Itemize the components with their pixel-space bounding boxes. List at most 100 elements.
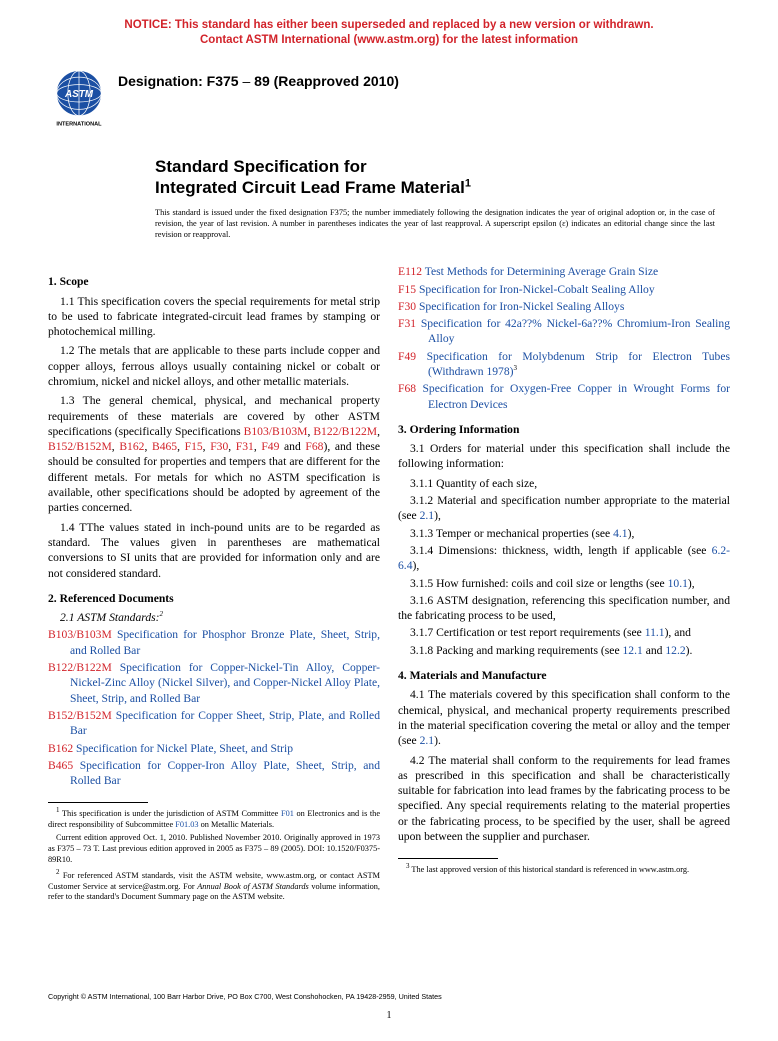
- title-sup: 1: [465, 177, 471, 189]
- para-3-1-5: 3.1.5 How furnished: coils and coil size…: [398, 576, 730, 591]
- spec-link[interactable]: F31: [236, 440, 254, 453]
- ref-code[interactable]: E112: [398, 265, 422, 278]
- para-3-1-4: 3.1.4 Dimensions: thickness, width, leng…: [398, 543, 730, 574]
- xref-link[interactable]: 2.1: [420, 734, 435, 747]
- ref-desc[interactable]: Specification for Iron-Nickel-Cobalt Sea…: [419, 283, 655, 296]
- xref-link[interactable]: 12.1: [623, 644, 643, 657]
- issuance-note: This standard is issued under the fixed …: [155, 208, 715, 240]
- spec-link[interactable]: F30: [210, 440, 228, 453]
- t: ),: [628, 527, 635, 540]
- title-line2: Integrated Circuit Lead Frame Material1: [155, 177, 715, 198]
- ref-item: B162 Specification for Nickel Plate, She…: [48, 741, 380, 756]
- spec-link[interactable]: F15: [185, 440, 203, 453]
- ref-item: F49 Specification for Molybdenum Strip f…: [398, 349, 730, 380]
- title-line1: Standard Specification for: [155, 156, 715, 177]
- footnote-2: 2 For referenced ASTM standards, visit t…: [48, 868, 380, 903]
- ref-code[interactable]: F30: [398, 300, 416, 313]
- notice-line2: Contact ASTM International (www.astm.org…: [200, 34, 578, 46]
- ref-code[interactable]: F15: [398, 283, 416, 296]
- footnote-1b: Current edition approved Oct. 1, 2010. P…: [48, 833, 380, 865]
- ref-item: E112 Test Methods for Determining Averag…: [398, 264, 730, 279]
- para-4-2: 4.2 The material shall conform to the re…: [398, 753, 730, 845]
- t: ),: [434, 509, 441, 522]
- ref-code[interactable]: B152/B152M: [48, 709, 112, 722]
- spec-link[interactable]: B465: [152, 440, 177, 453]
- ref-desc[interactable]: Specification for Copper-Nickel-Tin Allo…: [70, 661, 380, 705]
- ref-code[interactable]: B103/B103M: [48, 628, 112, 641]
- xref-link[interactable]: 12.2: [665, 644, 685, 657]
- t: 3.1.5 How furnished: coils and coil size…: [410, 577, 668, 590]
- section-2-head: 2. Referenced Documents: [48, 591, 380, 606]
- f2i: Annual Book of ASTM Standards: [197, 882, 309, 891]
- ref-desc[interactable]: Specification for Iron-Nickel Sealing Al…: [419, 300, 624, 313]
- spec-link[interactable]: B152/B152M: [48, 440, 112, 453]
- para-1-2: 1.2 The metals that are applicable to th…: [48, 343, 380, 389]
- ref-desc[interactable]: Specification for Oxygen-Free Copper in …: [422, 382, 730, 410]
- xref-link[interactable]: 2.1: [420, 509, 435, 522]
- ref-item: F68 Specification for Oxygen-Free Copper…: [398, 381, 730, 412]
- para-1-1: 1.1 This specification covers the specia…: [48, 294, 380, 340]
- header-row: ASTM INTERNATIONAL Designation: F375 – 8…: [48, 66, 778, 128]
- ref-desc[interactable]: Test Methods for Determining Average Gra…: [425, 265, 658, 278]
- spec-link[interactable]: F49: [261, 440, 279, 453]
- para-3-1-1: 3.1.1 Quantity of each size,: [398, 476, 730, 491]
- p13and: and: [279, 440, 305, 453]
- t: ),: [688, 577, 695, 590]
- subcommittee-link[interactable]: F01.03: [175, 820, 198, 829]
- para-3-1-3: 3.1.3 Temper or mechanical properties (s…: [398, 526, 730, 541]
- ref-item: F30 Specification for Iron-Nickel Sealin…: [398, 299, 730, 314]
- astm-standards-sub: 2.1 ASTM Standards:2: [48, 610, 380, 625]
- notice-line1: NOTICE: This standard has either been su…: [124, 19, 653, 31]
- para-3-1-7: 3.1.7 Certification or test report requi…: [398, 625, 730, 640]
- xref-link[interactable]: 10.1: [668, 577, 688, 590]
- ref-desc[interactable]: Specification for Copper-Iron Alloy Plat…: [70, 759, 380, 787]
- spec-link[interactable]: F68: [305, 440, 323, 453]
- t: 3.1.2 Material and specification number …: [398, 494, 730, 522]
- ref-desc-text: Specification for Molybdenum Strip for E…: [427, 350, 730, 378]
- spec-link[interactable]: B162: [119, 440, 144, 453]
- ref-item: B103/B103M Specification for Phosphor Br…: [48, 627, 380, 658]
- para-4-1: 4.1 The materials covered by this specif…: [398, 687, 730, 748]
- ref-code[interactable]: F49: [398, 350, 416, 363]
- ref-desc[interactable]: Specification for Phosphor Bronze Plate,…: [70, 628, 380, 656]
- designation: Designation: F375 – 89 (Reapproved 2010): [118, 73, 399, 89]
- para-3-1: 3.1 Orders for material under this speci…: [398, 441, 730, 472]
- ref-code[interactable]: B122/B122M: [48, 661, 112, 674]
- title-text: Integrated Circuit Lead Frame Material: [155, 178, 465, 197]
- ref-desc[interactable]: Specification for Copper Sheet, Strip, P…: [70, 709, 380, 737]
- footnote-1: 1 This specification is under the jurisd…: [48, 806, 380, 830]
- ref-item: B465 Specification for Copper-Iron Alloy…: [48, 758, 380, 789]
- t: ).: [434, 734, 441, 747]
- spec-link[interactable]: B122/B122M: [313, 425, 377, 438]
- s2-sub-italic: ASTM Standards:: [77, 611, 159, 624]
- committee-link[interactable]: F01: [281, 809, 294, 818]
- svg-text:ASTM: ASTM: [64, 89, 94, 100]
- left-column: 1. Scope 1.1 This specification covers t…: [48, 264, 380, 906]
- t: ),: [413, 559, 420, 572]
- ref-desc[interactable]: Specification for 42a??% Nickel-6a??% Ch…: [421, 317, 730, 345]
- f3: The last approved version of this histor…: [410, 865, 690, 874]
- s2-sub-num: 2.1: [60, 611, 77, 624]
- spec-link[interactable]: B103/B103M: [244, 425, 308, 438]
- title-block: Standard Specification for Integrated Ci…: [155, 156, 715, 199]
- para-3-1-6: 3.1.6 ASTM designation, referencing this…: [398, 593, 730, 624]
- ref-code[interactable]: F68: [398, 382, 416, 395]
- footnote-rule: [48, 802, 148, 803]
- t: ), and: [665, 626, 691, 639]
- footnote-3: 3 The last approved version of this hist…: [398, 862, 730, 875]
- ref-desc[interactable]: Specification for Molybdenum Strip for E…: [427, 350, 730, 378]
- xref-link[interactable]: 4.1: [613, 527, 628, 540]
- copyright-line: Copyright © ASTM International, 100 Barr…: [48, 992, 442, 1001]
- designation-suffix: 89 (Reapproved 2010): [254, 73, 399, 89]
- t: and: [643, 644, 666, 657]
- ref-desc[interactable]: Specification for Nickel Plate, Sheet, a…: [76, 742, 293, 755]
- ref-sup: 3: [514, 364, 518, 372]
- xref-link[interactable]: 11.1: [645, 626, 665, 639]
- ref-code[interactable]: F31: [398, 317, 416, 330]
- para-1-4: 1.4 TThe values stated in inch-pound uni…: [48, 520, 380, 581]
- t: 3.1.7 Certification or test report requi…: [410, 626, 645, 639]
- ref-code[interactable]: B465: [48, 759, 73, 772]
- ref-code[interactable]: B162: [48, 742, 73, 755]
- s2-sub-sup: 2: [160, 610, 164, 618]
- ref-item: F15 Specification for Iron-Nickel-Cobalt…: [398, 282, 730, 297]
